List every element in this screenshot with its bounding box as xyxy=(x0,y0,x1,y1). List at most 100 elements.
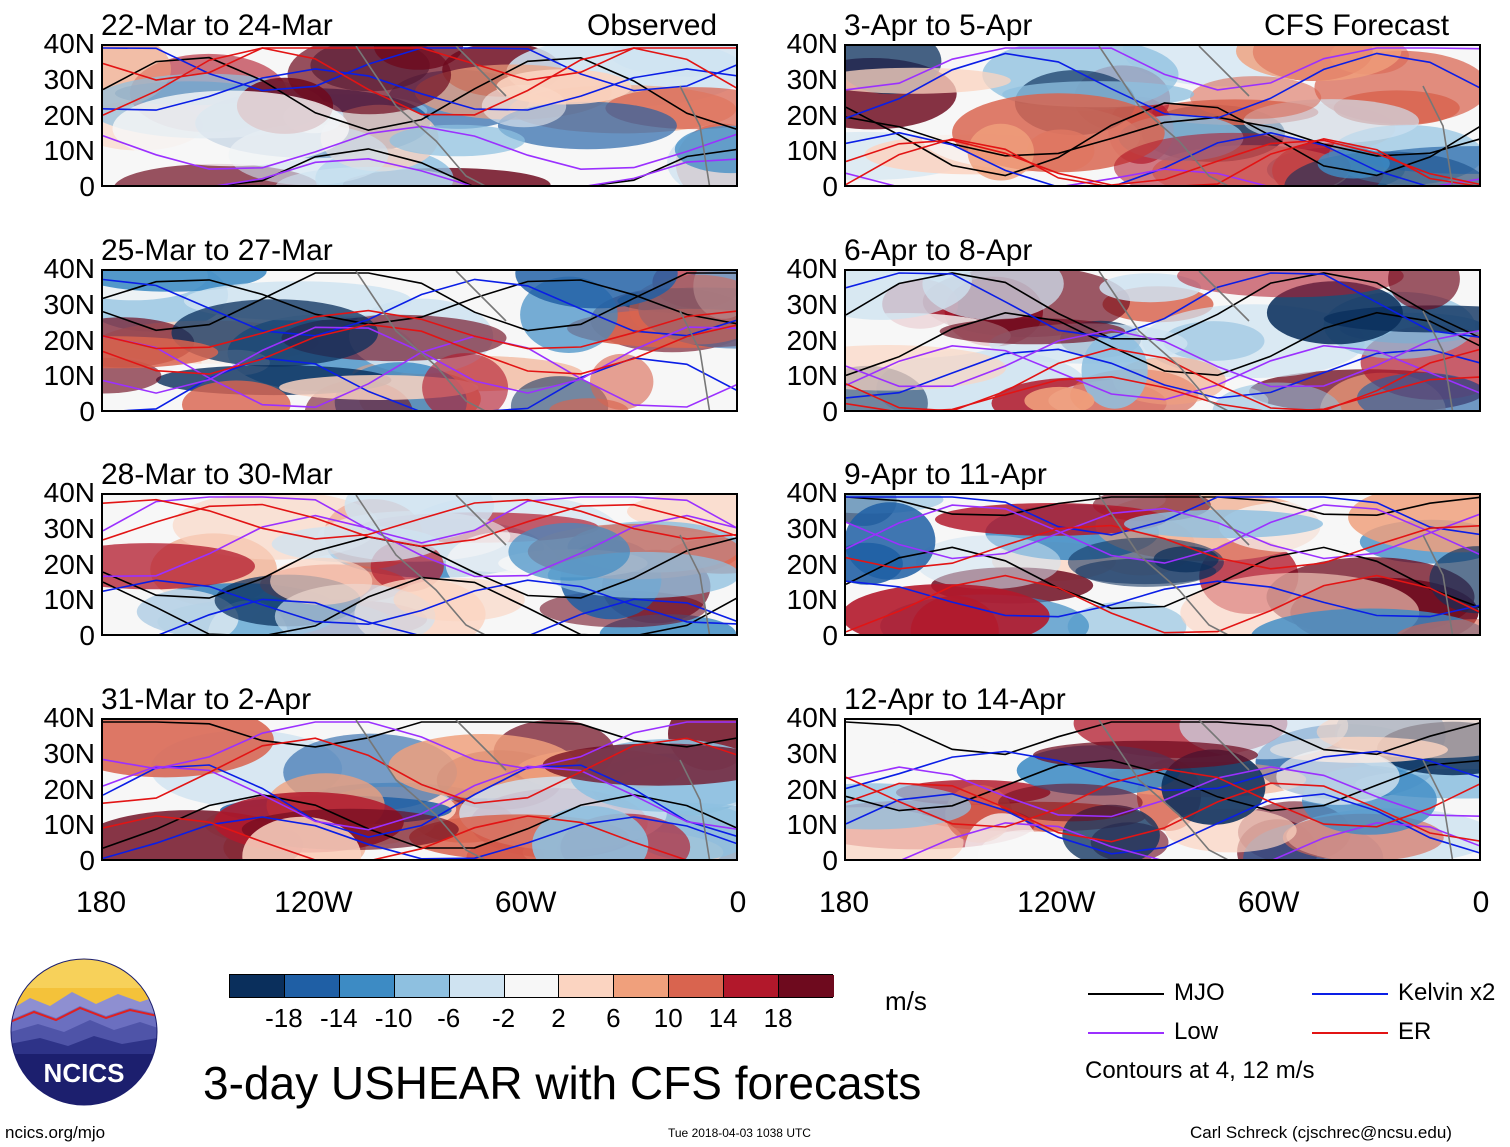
contour-low xyxy=(103,496,736,544)
colorbar-label: 14 xyxy=(708,1003,738,1033)
coastline xyxy=(355,271,711,410)
colorbar-label: 10 xyxy=(653,1003,683,1033)
shear-anomaly-blob xyxy=(1317,148,1390,179)
colorbar-cell xyxy=(284,975,340,997)
contour-er xyxy=(103,503,736,548)
y-tick-label: 10N xyxy=(43,584,95,616)
shear-anomaly-blob xyxy=(846,67,1011,94)
y-tick-label: 20N xyxy=(43,548,95,580)
y-tick-label: 10N xyxy=(43,809,95,841)
contour-kelvin-x2 xyxy=(846,750,1479,792)
y-tick-label: 20N xyxy=(43,324,95,356)
legend-label: MJO xyxy=(1174,979,1225,1006)
colorbar-label: -10 xyxy=(374,1003,413,1033)
coastline xyxy=(1098,720,1454,859)
credit: Carl Schreck (cjschrec@ncsu.edu) xyxy=(1190,1123,1452,1142)
shear-anomaly-blob xyxy=(1348,495,1479,553)
x-tick-label: 120W xyxy=(1017,886,1096,919)
y-tick-label: 30N xyxy=(43,512,95,544)
contour-kelvin-x2 xyxy=(103,579,736,626)
shear-anomaly-blob xyxy=(389,124,525,157)
colorbar-label: -18 xyxy=(265,1003,303,1033)
contour-mjo xyxy=(846,272,1479,340)
x-tick-label: 0 xyxy=(729,886,747,919)
shear-map-panel xyxy=(101,718,738,861)
y-tick-label: 30N xyxy=(786,288,838,320)
shear-map-panel xyxy=(101,493,738,636)
website-link[interactable]: ncics.org/mjo xyxy=(5,1123,106,1142)
colorbar-cell xyxy=(559,975,615,997)
contour-mjo xyxy=(103,272,736,332)
panel-title: 9-Apr to 11-Apr xyxy=(844,458,1047,491)
shear-anomaly-blob xyxy=(1190,76,1322,119)
contour-low xyxy=(846,766,1479,818)
panel-title: 6-Apr to 8-Apr xyxy=(844,234,1033,267)
contour-mjo xyxy=(219,148,736,185)
contour-er xyxy=(103,737,736,805)
y-tick-label: 20N xyxy=(786,99,838,131)
contour-low xyxy=(103,326,736,394)
y-tick-label: 0 xyxy=(79,171,95,202)
colorbar-cell xyxy=(230,975,285,997)
contour-low xyxy=(846,329,1479,388)
contour-mjo xyxy=(846,546,1479,610)
contour-low xyxy=(846,168,1479,185)
y-tick-label: 40N xyxy=(43,477,95,508)
colorbar-cell xyxy=(724,975,780,997)
contour-low xyxy=(846,344,1479,401)
contour-mjo xyxy=(103,721,736,748)
contour-kelvin-x2 xyxy=(846,272,1479,339)
y-tick-label: 0 xyxy=(822,396,838,427)
y-tick-label: 20N xyxy=(786,548,838,580)
contour-er xyxy=(103,815,686,859)
y-tick-label: 30N xyxy=(786,512,838,544)
shear-anomaly-blob xyxy=(846,271,972,320)
shear-anomaly-blob xyxy=(271,525,441,563)
coastline xyxy=(355,495,711,634)
contour-kelvin-x2 xyxy=(846,580,1479,618)
contour-mjo xyxy=(846,721,1479,756)
shear-anomaly-blob xyxy=(287,46,452,115)
contour-er xyxy=(846,375,1479,410)
contour-kelvin-x2 xyxy=(846,52,1479,119)
timestamp: Tue 2018-04-03 1038 UTC xyxy=(668,1126,811,1140)
contour-low xyxy=(901,821,1479,859)
shear-anomaly-blob xyxy=(1067,601,1187,634)
y-tick-label: 40N xyxy=(43,28,95,59)
panel-title: 3-Apr to 5-Apr xyxy=(844,9,1033,42)
shear-anomaly-blob xyxy=(103,336,219,369)
contour-mjo xyxy=(846,311,1479,377)
shear-anomaly-blob xyxy=(496,69,632,105)
y-tick-label: 0 xyxy=(79,620,95,651)
coastline xyxy=(355,720,711,859)
y-tick-label: 40N xyxy=(786,28,838,59)
contour-mjo xyxy=(846,102,1479,177)
shear-map-panel xyxy=(101,269,738,412)
y-tick-label: 10N xyxy=(43,360,95,392)
shear-map-panel xyxy=(844,718,1481,861)
x-tick-label: 180 xyxy=(75,886,127,919)
y-tick-label: 30N xyxy=(43,288,95,320)
y-tick-label: 30N xyxy=(786,63,838,95)
contour-kelvin-x2 xyxy=(158,598,736,634)
legend-label: ER xyxy=(1398,1018,1432,1045)
contour-kelvin-x2 xyxy=(846,792,1479,855)
shear-anomaly-blob xyxy=(508,522,630,581)
shear-map-panel xyxy=(844,44,1481,187)
shear-anomaly-blob xyxy=(1396,619,1479,634)
y-tick-label: 30N xyxy=(43,63,95,95)
colorbar-label: -2 xyxy=(491,1003,516,1033)
shear-anomaly-blob xyxy=(182,380,291,410)
shear-anomaly-blob xyxy=(1429,546,1479,614)
colorbar-cell xyxy=(449,975,505,997)
y-tick-label: 0 xyxy=(822,171,838,202)
coastline xyxy=(1098,46,1454,185)
shear-map-panel xyxy=(101,44,738,187)
shear-anomaly-blob xyxy=(1024,386,1095,410)
contour-kelvin-x2 xyxy=(103,278,736,337)
legend-line-er xyxy=(1312,1032,1388,1034)
contour-kelvin-x2 xyxy=(103,816,736,859)
contour-er xyxy=(103,47,736,116)
contour-kelvin-x2 xyxy=(846,496,1479,536)
shear-anomaly-blob xyxy=(1212,382,1342,410)
